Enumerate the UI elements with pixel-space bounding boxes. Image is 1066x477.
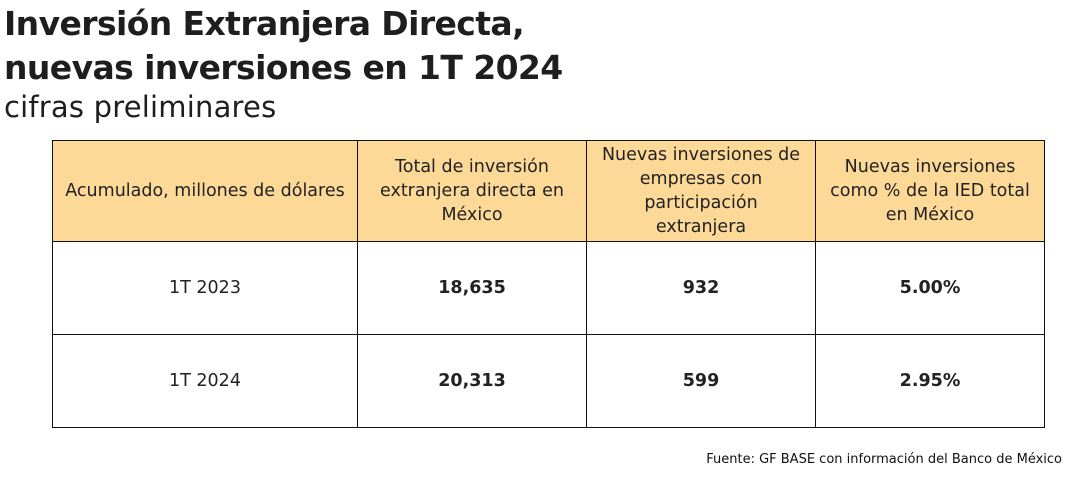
table-cell: 5.00% <box>815 241 1045 335</box>
table-cell: 20,313 <box>357 334 587 428</box>
source-note: Fuente: GF BASE con información del Banc… <box>706 452 1062 467</box>
title-block: Inversión Extranjera Directa, nuevas inv… <box>4 2 563 124</box>
table-cell: 932 <box>586 241 816 335</box>
row-label: 1T 2024 <box>52 334 358 428</box>
column-header: Acumulado, millones de dólares <box>52 140 358 242</box>
table-cell: 18,635 <box>357 241 587 335</box>
subtitle: cifras preliminares <box>4 90 277 124</box>
column-header: Nuevas inversiones como % de la IED tota… <box>815 140 1045 242</box>
title-line-2: nuevas inversiones en 1T 2024 <box>4 48 563 87</box>
title-line-1: Inversión Extranjera Directa, <box>4 4 525 43</box>
table-cell: 2.95% <box>815 334 1045 428</box>
table-cell: 599 <box>586 334 816 428</box>
table-row: 1T 2024 20,313 599 2.95% <box>52 334 1045 428</box>
column-header: Total de inversión extranjera directa en… <box>357 140 587 242</box>
row-label: 1T 2023 <box>52 241 358 335</box>
table-row: 1T 2023 18,635 932 5.00% <box>52 241 1045 335</box>
column-header: Nuevas inversiones de empresas con parti… <box>586 140 816 242</box>
data-table: Acumulado, millones de dólares Total de … <box>52 140 1045 428</box>
table-header-row: Acumulado, millones de dólares Total de … <box>52 140 1045 242</box>
